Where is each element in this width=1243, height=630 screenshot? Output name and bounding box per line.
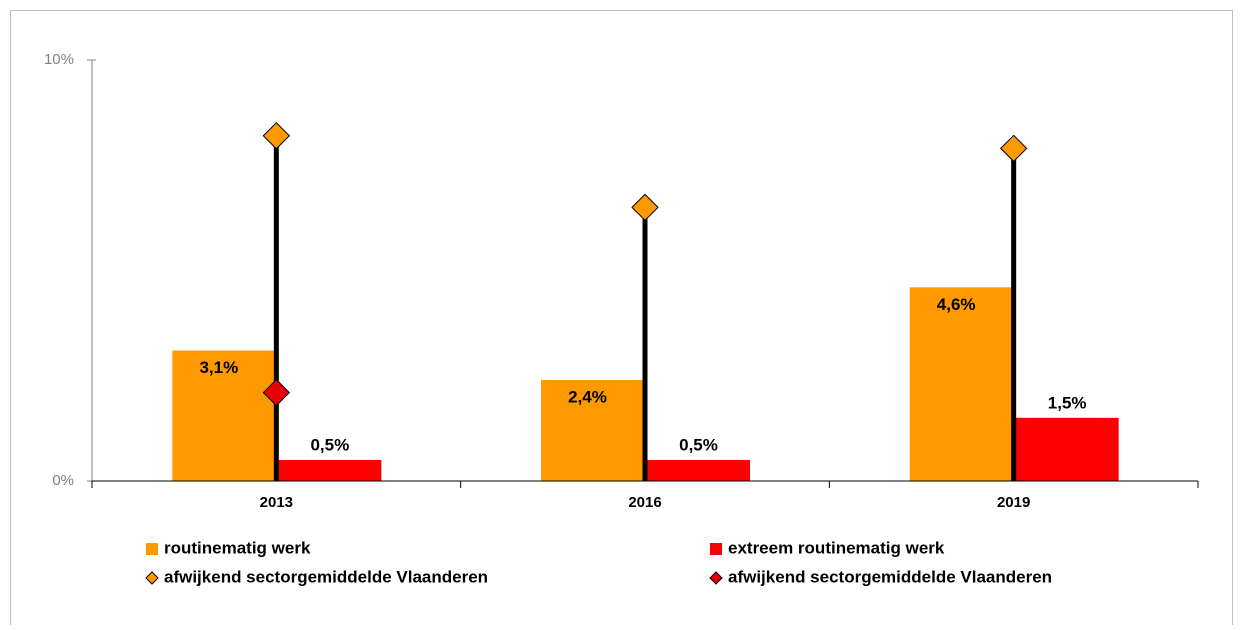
- bar: [1015, 417, 1119, 481]
- legend-label: afwijkend sectorgemiddelde Vlaanderen: [164, 567, 488, 586]
- legend-swatch: [146, 543, 158, 555]
- x-tick-label: 2016: [628, 494, 661, 511]
- data-label: 4,6%: [937, 295, 976, 314]
- data-label: 1,5%: [1048, 393, 1087, 412]
- legend-swatch: [710, 543, 722, 555]
- y-tick-label: 10%: [44, 51, 74, 68]
- legend-swatch: [145, 571, 159, 585]
- data-label: 0,5%: [310, 435, 349, 454]
- bar: [647, 459, 750, 481]
- bar: [172, 350, 276, 481]
- diamond-marker: [631, 193, 659, 222]
- legend-label: extreem routinematig werk: [728, 538, 945, 557]
- bar: [278, 459, 382, 481]
- legend-label: routinematig werk: [164, 538, 311, 557]
- data-label: 3,1%: [199, 358, 238, 377]
- x-tick-label: 2019: [997, 494, 1030, 511]
- bar: [909, 287, 1013, 481]
- data-label: 2,4%: [568, 387, 607, 406]
- diamond-marker: [999, 134, 1028, 163]
- x-tick-label: 2013: [260, 494, 293, 511]
- diamond-marker: [262, 122, 291, 150]
- chart-border: [10, 10, 1233, 630]
- diamond-marker: [262, 378, 291, 407]
- data-label: 0,5%: [679, 435, 718, 454]
- legend-label: afwijkend sectorgemiddelde Vlaanderen: [728, 567, 1052, 586]
- legend-swatch: [709, 571, 723, 585]
- bar: [541, 379, 644, 481]
- y-tick-label: 0%: [52, 472, 74, 489]
